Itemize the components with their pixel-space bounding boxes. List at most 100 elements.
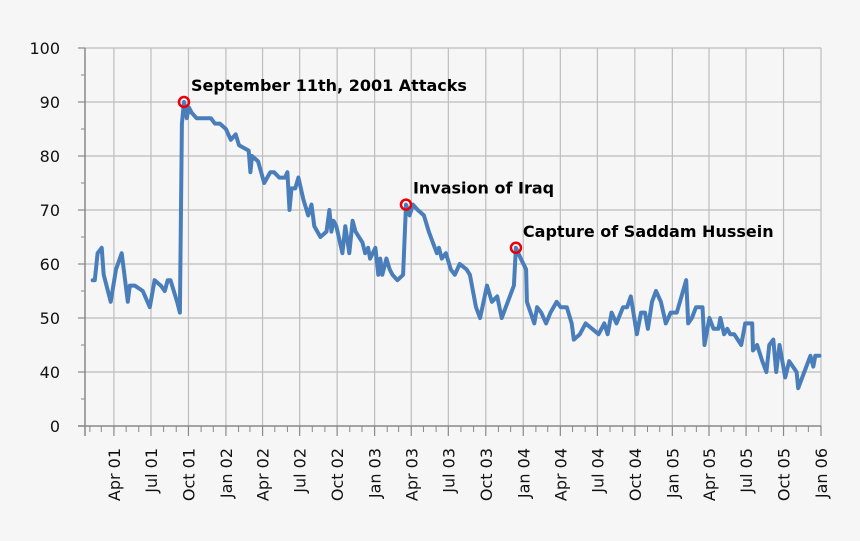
data-point (175, 300, 179, 304)
event-marker (399, 198, 413, 211)
data-point (669, 311, 673, 315)
data-point (578, 332, 582, 336)
data-point (229, 138, 233, 142)
data-point (606, 332, 610, 336)
x-tick-label: Jan 04 (514, 448, 533, 499)
data-point (408, 213, 412, 217)
data-point (391, 273, 395, 277)
data-point (694, 305, 698, 309)
data-point (237, 143, 241, 147)
data-point (777, 343, 781, 347)
data-point (525, 300, 529, 304)
data-point (739, 343, 743, 347)
data-point (325, 230, 329, 234)
data-point (153, 278, 157, 282)
data-point (725, 327, 729, 331)
data-point (404, 203, 408, 207)
data-point (813, 354, 817, 358)
data-point (296, 176, 300, 180)
data-point (195, 116, 199, 120)
data-point (209, 116, 213, 120)
data-point (380, 273, 384, 277)
data-point (182, 100, 186, 104)
data-point (767, 343, 771, 347)
x-tick-label: Oct 03 (477, 448, 496, 501)
data-point (318, 235, 322, 239)
data-point (787, 359, 791, 363)
event-marker (177, 95, 191, 109)
data-point (190, 111, 194, 115)
x-tick-label: Jan 02 (217, 448, 236, 499)
data-point (312, 224, 316, 228)
data-point (224, 127, 228, 131)
data-point (329, 230, 333, 234)
x-tick-label: Jan 05 (663, 448, 682, 499)
data-point (422, 213, 426, 217)
data-point (290, 186, 294, 190)
data-point (213, 122, 217, 126)
data-point (449, 267, 453, 271)
data-point (764, 370, 768, 374)
data-point (285, 170, 289, 174)
data-point (532, 321, 536, 325)
data-point (565, 305, 569, 309)
data-point (570, 321, 574, 325)
data-point (373, 246, 377, 250)
data-point (287, 208, 291, 212)
y-tick-label: 60 (40, 255, 60, 274)
data-point (376, 273, 380, 277)
data-point (353, 230, 357, 234)
data-point (388, 267, 392, 271)
data-point (351, 219, 355, 223)
data-point (148, 305, 152, 309)
y-tick-label: 50 (40, 309, 60, 328)
data-point (629, 294, 633, 298)
y-tick-label: 0 (50, 417, 60, 436)
data-point (635, 332, 639, 336)
y-tick-labels: 0 40 50 60 70 80 90 100 (29, 39, 60, 436)
x-tick-label: Jan 03 (366, 448, 385, 499)
data-point (490, 300, 494, 304)
data-point (427, 230, 431, 234)
data-point (180, 122, 184, 126)
event-marker (509, 241, 523, 255)
data-point (802, 370, 806, 374)
data-point (700, 305, 704, 309)
x-tick-label: Oct 01 (179, 448, 198, 501)
data-point (120, 251, 124, 255)
data-point (743, 321, 747, 325)
data-point (755, 343, 759, 347)
y-tick-label: 90 (40, 93, 60, 112)
x-tick-label: Apr 04 (551, 448, 570, 501)
data-point (133, 284, 137, 288)
data-point (732, 332, 736, 336)
data-point (485, 284, 489, 288)
x-tick-label: Apr 02 (254, 448, 273, 501)
data-point (559, 305, 563, 309)
data-point (347, 251, 351, 255)
data-point (128, 284, 132, 288)
data-point (495, 294, 499, 298)
data-point (109, 300, 113, 304)
data-point (306, 213, 310, 217)
data-point (602, 321, 606, 325)
data-point (524, 267, 528, 271)
data-point (774, 370, 778, 374)
data-point (639, 311, 643, 315)
x-tick-label: Oct 04 (626, 448, 645, 501)
data-point (811, 365, 815, 369)
x-tick-label: Oct 02 (328, 448, 347, 501)
data-point (343, 224, 347, 228)
data-point (218, 122, 222, 126)
data-point (437, 246, 441, 250)
data-point (185, 116, 189, 120)
data-point (711, 327, 715, 331)
y-tick-label: 80 (40, 147, 60, 166)
data-point (340, 251, 344, 255)
data-point (126, 300, 130, 304)
data-point (283, 176, 287, 180)
data-point (366, 246, 370, 250)
x-tick-label: Jul 04 (588, 448, 607, 494)
x-tick-label: Apr 01 (105, 448, 124, 501)
data-point (102, 273, 106, 277)
